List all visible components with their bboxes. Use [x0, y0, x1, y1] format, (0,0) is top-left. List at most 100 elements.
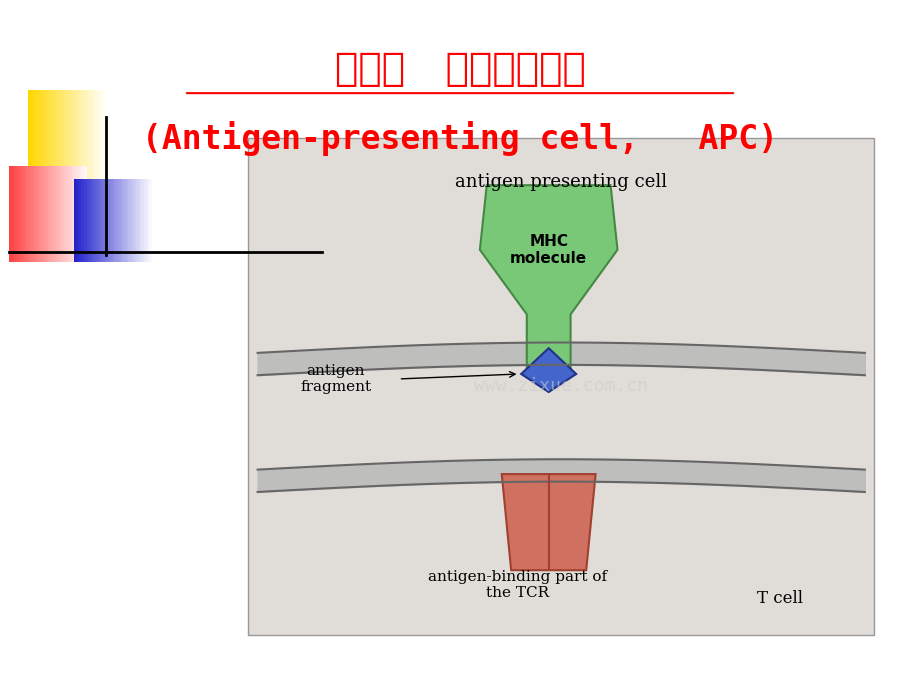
Bar	[59, 166, 62, 262]
Bar	[115, 179, 118, 262]
Bar	[35, 166, 38, 262]
Bar	[149, 179, 152, 262]
Bar	[92, 179, 95, 262]
Bar	[529, 304, 567, 371]
Bar	[80, 90, 83, 186]
Bar	[136, 179, 139, 262]
Bar	[118, 179, 120, 262]
Bar	[98, 90, 100, 186]
Bar	[142, 179, 144, 262]
Bar	[49, 90, 51, 186]
Bar	[53, 90, 56, 186]
Bar	[86, 179, 89, 262]
Bar	[40, 166, 43, 262]
Bar	[80, 166, 82, 262]
Bar	[82, 179, 84, 262]
Bar	[85, 90, 87, 186]
Bar	[82, 166, 85, 262]
Bar	[43, 90, 46, 186]
Bar	[77, 166, 80, 262]
Bar	[56, 90, 59, 186]
Bar	[99, 179, 102, 262]
Bar	[123, 179, 126, 262]
Bar	[69, 166, 72, 262]
Bar	[62, 166, 64, 262]
Bar	[28, 166, 30, 262]
Bar	[105, 179, 108, 262]
Bar	[33, 90, 35, 186]
Bar	[74, 179, 76, 262]
Bar	[133, 179, 136, 262]
Bar	[30, 90, 33, 186]
Bar	[108, 179, 110, 262]
Bar	[146, 179, 149, 262]
Bar	[64, 166, 66, 262]
Bar	[96, 90, 98, 186]
Bar	[83, 90, 85, 186]
Bar	[95, 179, 97, 262]
Bar	[100, 90, 103, 186]
Bar	[248, 138, 873, 635]
Bar	[56, 166, 59, 262]
Text: 第一节   抗原递呈细胞: 第一节 抗原递呈细胞	[335, 50, 584, 88]
Bar	[22, 166, 25, 262]
Bar	[33, 166, 35, 262]
Bar	[113, 179, 115, 262]
Polygon shape	[520, 348, 575, 392]
Bar	[85, 166, 87, 262]
Bar	[59, 90, 62, 186]
Bar	[90, 90, 93, 186]
Text: www.zixue.com.cn: www.zixue.com.cn	[473, 377, 648, 395]
Bar	[102, 179, 105, 262]
Text: antigen-binding part of
the TCR: antigen-binding part of the TCR	[427, 570, 607, 600]
Polygon shape	[501, 474, 595, 570]
Bar	[74, 90, 77, 186]
Bar	[67, 90, 69, 186]
Bar	[46, 90, 49, 186]
Bar	[144, 179, 146, 262]
Bar	[46, 166, 49, 262]
Bar	[69, 90, 72, 186]
Bar	[9, 166, 12, 262]
Bar	[120, 179, 123, 262]
Bar	[49, 166, 51, 262]
Bar	[25, 166, 28, 262]
Bar	[43, 166, 46, 262]
Text: T cell: T cell	[756, 591, 802, 607]
Bar	[72, 90, 74, 186]
Bar	[66, 166, 69, 262]
Bar	[62, 90, 64, 186]
Bar	[139, 179, 142, 262]
Text: antigen
fragment: antigen fragment	[301, 364, 371, 394]
Bar	[129, 179, 130, 262]
Bar	[76, 179, 79, 262]
Bar	[38, 90, 40, 186]
Bar	[17, 166, 19, 262]
Bar	[53, 166, 56, 262]
Bar	[51, 90, 53, 186]
Bar	[126, 179, 129, 262]
Bar	[28, 90, 30, 186]
Bar	[103, 90, 106, 186]
Bar	[51, 166, 53, 262]
Bar	[30, 166, 33, 262]
Bar	[79, 179, 82, 262]
Text: (Antigen-presenting cell,   APC): (Antigen-presenting cell, APC)	[142, 121, 777, 155]
Bar	[64, 90, 67, 186]
Text: MHC
molecule: MHC molecule	[509, 234, 586, 266]
Bar	[12, 166, 15, 262]
Bar	[15, 166, 17, 262]
Text: antigen presenting cell: antigen presenting cell	[455, 172, 666, 190]
Bar	[72, 166, 74, 262]
Bar	[40, 90, 43, 186]
Polygon shape	[480, 185, 617, 368]
Bar	[77, 90, 80, 186]
Bar	[130, 179, 133, 262]
Bar	[35, 90, 38, 186]
Bar	[97, 179, 99, 262]
Bar	[74, 166, 77, 262]
Bar	[19, 166, 22, 262]
Bar	[87, 90, 90, 186]
Bar	[89, 179, 92, 262]
Bar	[110, 179, 112, 262]
